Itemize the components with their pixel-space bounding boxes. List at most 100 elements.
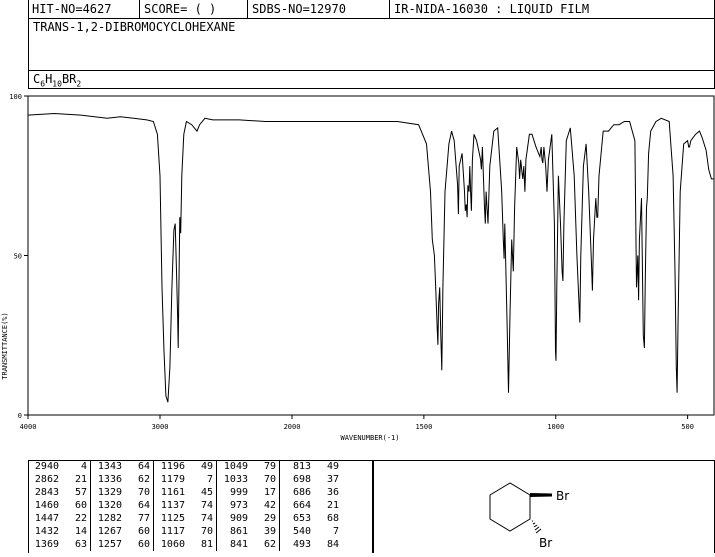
peak-wavenumber: 1336	[90, 473, 125, 486]
sdbs-no: SDBS-NO=12970	[248, 0, 390, 18]
formula-h: H	[45, 72, 53, 86]
peak-transmittance: 77	[137, 513, 150, 524]
peak-wavenumber: 1060	[153, 538, 188, 551]
peak-transmittance: 37	[326, 474, 339, 485]
peak-wavenumber: 540	[279, 525, 314, 538]
peak-transmittance: 29	[263, 513, 276, 524]
peak-wavenumber: 1267	[90, 525, 125, 538]
peak-wavenumber: 698	[279, 473, 314, 486]
x-tick-label: 500	[681, 423, 694, 431]
peak-transmittance: 60	[74, 500, 87, 511]
peak-transmittance: 60	[137, 539, 150, 550]
peak-wavenumber: 1329	[90, 486, 125, 499]
peak-transmittance: 17	[263, 487, 276, 498]
peak-wavenumber: 909	[216, 512, 251, 525]
br-bottom-label: Br	[539, 536, 552, 550]
x-axis-label: WAVENUMBER(-1)	[340, 434, 399, 442]
peak-row: 1432 14 1267 60 1117 70 861 39 540 7	[28, 525, 342, 538]
peak-wavenumber: 2862	[34, 474, 59, 485]
peak-wavenumber: 686	[279, 486, 314, 499]
peak-transmittance: 42	[263, 500, 276, 511]
peak-wavenumber: 2940	[34, 461, 59, 472]
peak-wavenumber: 1257	[90, 538, 125, 551]
y-axis-label: TRANSMITTANCE(%)	[1, 312, 9, 379]
peak-transmittance: 57	[74, 487, 87, 498]
peak-wavenumber: 1460	[34, 500, 59, 511]
peak-transmittance: 81	[200, 539, 213, 550]
peak-wavenumber: 1432	[34, 526, 59, 537]
formula-box: C6H10BR2	[28, 70, 715, 89]
peak-transmittance: 63	[74, 539, 87, 550]
peak-wavenumber: 999	[216, 486, 251, 499]
peak-transmittance: 21	[326, 500, 339, 511]
plot-frame	[27, 95, 715, 416]
peak-transmittance: 4	[80, 461, 87, 472]
peak-wavenumber: 1447	[34, 513, 59, 524]
peak-wavenumber: 493	[279, 538, 314, 551]
peak-wavenumber: 653	[279, 512, 314, 525]
x-tick-label: 2000	[284, 423, 301, 431]
ir-info: IR-NIDA-16030 : LIQUID FILM	[394, 2, 590, 16]
peak-transmittance: 68	[326, 513, 339, 524]
peak-transmittance: 49	[326, 461, 339, 472]
formula-br: BR	[61, 72, 77, 86]
molecule-structure: Br Br	[489, 482, 569, 550]
y-tick-label: 50	[14, 253, 22, 261]
formula-br-sub: 2	[76, 79, 82, 89]
wedge-bond	[530, 493, 552, 497]
peak-row: 2862 21 1336 62 1179 7 1033 70 698 37	[28, 473, 342, 486]
peak-transmittance: 64	[137, 461, 150, 472]
peak-wavenumber: 1117	[153, 525, 188, 538]
peak-transmittance: 49	[200, 461, 213, 472]
peak-wavenumber: 1320	[90, 499, 125, 512]
x-tick-label: 3000	[152, 423, 169, 431]
peak-transmittance: 7	[332, 526, 339, 537]
compound-box: TRANS-1,2-DIBROMOCYCLOHEXANE	[28, 18, 715, 71]
peak-transmittance: 39	[263, 526, 276, 537]
peak-transmittance: 14	[74, 526, 87, 537]
structure-box: Br Br	[373, 460, 715, 553]
peak-table-frame	[28, 460, 373, 553]
peak-wavenumber: 1137	[153, 499, 188, 512]
peak-wavenumber: 2843	[34, 487, 59, 498]
ir-spectrum-chart: 4000 3000 2000 1500 1000 500 0 50 100 WAVENUMBER…	[1, 93, 715, 442]
peak-wavenumber: 841	[216, 538, 251, 551]
x-tick-label: 1000	[547, 423, 564, 431]
peak-transmittance: 36	[326, 487, 339, 498]
peak-wavenumber: 1161	[153, 486, 188, 499]
peak-transmittance: 79	[263, 461, 276, 472]
peak-transmittance: 84	[326, 539, 339, 550]
peak-wavenumber: 1369	[34, 539, 59, 550]
peak-transmittance: 64	[137, 500, 150, 511]
peak-transmittance: 21	[74, 474, 87, 485]
formula-c: C	[33, 72, 41, 86]
y-tick-label: 100	[9, 93, 22, 101]
peak-wavenumber: 1125	[153, 512, 188, 525]
peak-transmittance: 74	[200, 500, 213, 511]
br-top-label: Br	[556, 489, 569, 503]
spectrum-line	[27, 112, 714, 403]
peak-row: 1369 63 1257 60 1060 81 841 62 493 84	[28, 538, 342, 551]
formula-c-sub: 6	[40, 79, 46, 89]
x-tick-label: 1500	[415, 423, 432, 431]
molecular-formula: C6H10BR2	[33, 72, 81, 88]
peak-transmittance: 70	[137, 487, 150, 498]
peak-row: 2940 4 1343 64 1196 49 1049 79 813 49	[28, 460, 342, 473]
peak-transmittance: 70	[263, 474, 276, 485]
peak-wavenumber: 1033	[216, 473, 251, 486]
peak-table: 2940 4 1343 64 1196 49 1049 79 813 49 2862 21 1336 62…	[28, 460, 342, 551]
peak-row: 1460 60 1320 64 1137 74 973 42 664 21	[28, 499, 342, 512]
formula-h-sub: 10	[52, 79, 62, 89]
peak-wavenumber: 1196	[153, 460, 188, 473]
peak-wavenumber: 664	[279, 499, 314, 512]
peak-transmittance: 62	[263, 539, 276, 550]
chart-axes	[27, 95, 715, 416]
score: SCORE= ( )	[140, 0, 248, 18]
compound-name: TRANS-1,2-DIBROMOCYCLOHEXANE	[33, 20, 236, 34]
peak-wavenumber: 1282	[90, 512, 125, 525]
peak-transmittance: 70	[200, 526, 213, 537]
peak-row: 2843 57 1329 70 1161 45 999 17 686 36	[28, 486, 342, 499]
peak-transmittance: 62	[137, 474, 150, 485]
peak-wavenumber: 861	[216, 525, 251, 538]
chart-ticks: 4000 3000 2000 1500 1000 500 0 50 100	[9, 93, 694, 431]
